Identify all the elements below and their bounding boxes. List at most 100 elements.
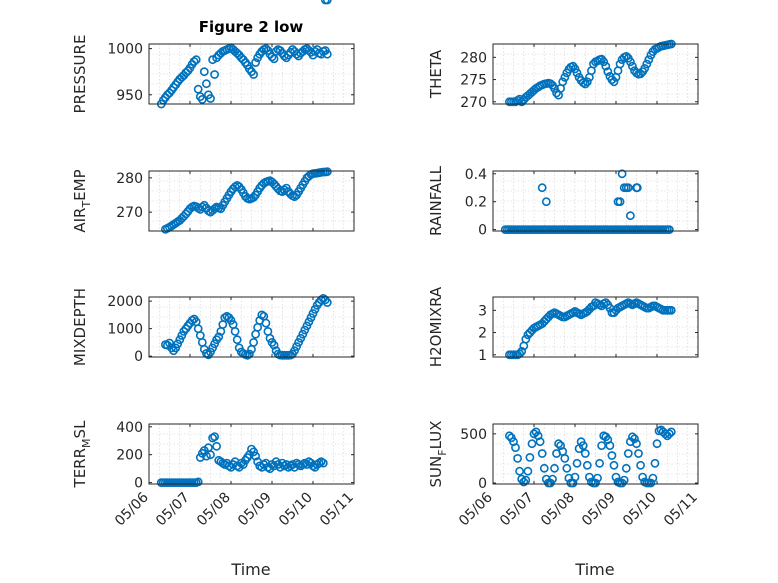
data-point (210, 432, 219, 441)
x-tick-label: 05/11 (317, 490, 357, 530)
data-point (623, 449, 633, 458)
y-tick-label: 2000 (107, 294, 143, 310)
data-point (249, 192, 258, 202)
y-tick-label: 1000 (107, 322, 143, 338)
data-point (181, 209, 191, 219)
y-axis-label: PRESSURE (71, 35, 89, 114)
x-tick-label: 05/08 (538, 490, 578, 530)
data-point (611, 472, 621, 482)
y-axis-label: THETA (427, 49, 445, 99)
data-point (585, 472, 594, 482)
data-point (572, 458, 582, 468)
data-point (582, 77, 592, 87)
data-points (504, 298, 676, 360)
y-tick-label: 275 (460, 73, 487, 89)
data-point (230, 326, 240, 336)
x-tick-label: 05/07 (153, 490, 193, 530)
y-tick-label: 0 (134, 476, 143, 492)
data-point (560, 453, 570, 463)
x-axis-label-right: Time (574, 560, 614, 579)
data-point (628, 432, 637, 442)
data-point (251, 451, 260, 461)
data-point (212, 441, 221, 451)
data-point (279, 185, 289, 195)
data-point (191, 55, 201, 65)
data-point (523, 466, 533, 476)
x-tick-label: 05/09 (579, 490, 619, 530)
data-point (249, 337, 258, 347)
data-points (156, 0, 332, 487)
axes-border (492, 423, 699, 485)
data-point (306, 313, 316, 322)
data-point (601, 61, 611, 71)
axes-border (492, 296, 699, 358)
data-point (267, 52, 277, 62)
data-point (580, 79, 590, 89)
data-point (650, 458, 660, 468)
y-tick-label: 500 (460, 427, 487, 443)
data-point (292, 342, 301, 351)
data-point (537, 449, 547, 458)
data-point (206, 94, 215, 103)
data-point (609, 77, 619, 87)
y-tick-label: 280 (116, 171, 143, 187)
pressure-axes: 950 1000 PRESSURE (71, 35, 355, 114)
data-point (322, 49, 332, 59)
data-point (666, 427, 676, 437)
data-point (591, 478, 600, 488)
data-point (626, 57, 635, 67)
data-point (578, 441, 588, 450)
data-point (261, 318, 271, 328)
data-point (308, 309, 318, 318)
data-point (265, 333, 275, 343)
data-point (646, 478, 656, 488)
y-axis-label: MIXDEPTH (71, 288, 89, 366)
data-point (593, 473, 602, 483)
data-point (195, 453, 205, 462)
data-point (515, 466, 524, 476)
data-point (177, 331, 187, 340)
data-point (249, 70, 258, 79)
data-point (642, 59, 652, 69)
data-point (539, 463, 549, 473)
data-point (609, 460, 619, 470)
data-point (550, 84, 559, 93)
y-tick-label: 1 (478, 348, 487, 364)
data-point (666, 305, 676, 315)
data-point (322, 167, 332, 177)
x-tick-label: 05/09 (235, 490, 275, 530)
data-point (582, 460, 592, 470)
data-point (607, 451, 617, 460)
data-point (636, 69, 645, 79)
grid (492, 171, 699, 231)
data-point (171, 343, 181, 353)
data-point (548, 474, 557, 484)
axes-border (148, 296, 355, 358)
y-axis-label: TERRMSL (71, 420, 93, 489)
data-point (632, 183, 642, 193)
y-tick-label: 0 (478, 476, 487, 492)
y-tick-label: 400 (116, 420, 143, 436)
data-point (208, 343, 217, 353)
data-point (201, 79, 211, 89)
data-point (261, 458, 271, 468)
data-point (640, 64, 650, 73)
axes-border (148, 43, 355, 105)
data-point (626, 211, 635, 221)
data-point (664, 225, 674, 234)
y-axis-label: RAINFALL (427, 165, 445, 236)
data-point (189, 57, 199, 66)
data-point (214, 332, 224, 342)
x-axis-label-left: Time (230, 560, 270, 579)
data-point (636, 460, 645, 470)
data-point (197, 202, 207, 212)
mixdepth-axes: 0 1000 2000 MIXDEPTH (71, 288, 355, 366)
data-point (165, 338, 174, 348)
data-point (279, 51, 289, 61)
x-tick-label: 05/08 (194, 490, 234, 530)
data-point (210, 70, 219, 79)
data-point (251, 58, 260, 67)
data-points (504, 425, 676, 488)
data-point (519, 477, 529, 487)
